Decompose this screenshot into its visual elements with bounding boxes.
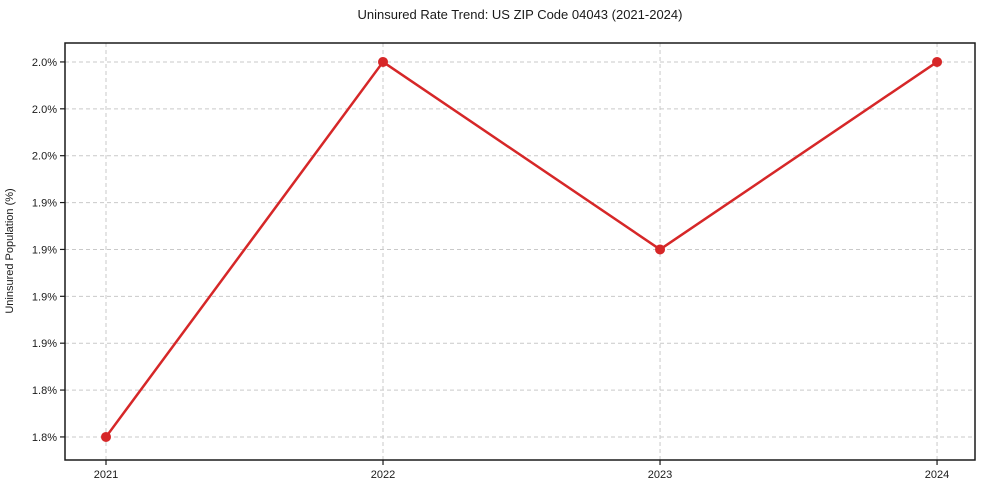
y-tick-label: 1.9% bbox=[32, 291, 57, 303]
y-tick-label: 2.0% bbox=[32, 151, 57, 163]
chart-title: Uninsured Rate Trend: US ZIP Code 04043 … bbox=[358, 7, 683, 22]
marker-layer bbox=[100, 56, 943, 442]
y-tick-label: 1.8% bbox=[32, 385, 57, 397]
y-tick-label: 2.0% bbox=[32, 57, 57, 69]
y-tick-label: 1.8% bbox=[32, 432, 57, 444]
data-point-2024 bbox=[932, 56, 943, 67]
y-tick-label: 1.9% bbox=[32, 338, 57, 350]
y-tick-label: 1.9% bbox=[32, 244, 57, 256]
x-tick-label: 2022 bbox=[371, 469, 395, 481]
grid-layer bbox=[65, 43, 975, 460]
trend-line bbox=[104, 60, 939, 439]
plot-border bbox=[64, 42, 976, 461]
series-layer bbox=[104, 60, 939, 439]
x-tick-label: 2024 bbox=[925, 469, 949, 481]
y-tick-label: 2.0% bbox=[32, 104, 57, 116]
data-point-2021 bbox=[100, 431, 111, 442]
y-axis-label: Uninsured Population (%) bbox=[4, 188, 16, 313]
tick-layer: 1.8% 1.8% 1.9% 1.9% 1.9% 1.9% 2.0% 2.0% 2.0% 2021… bbox=[32, 57, 949, 481]
x-tick-label: 2023 bbox=[648, 469, 672, 481]
x-tick-label: 2021 bbox=[94, 469, 118, 481]
y-tick-label: 1.9% bbox=[32, 198, 57, 210]
data-point-2023 bbox=[655, 244, 666, 255]
data-point-2022 bbox=[378, 56, 389, 67]
